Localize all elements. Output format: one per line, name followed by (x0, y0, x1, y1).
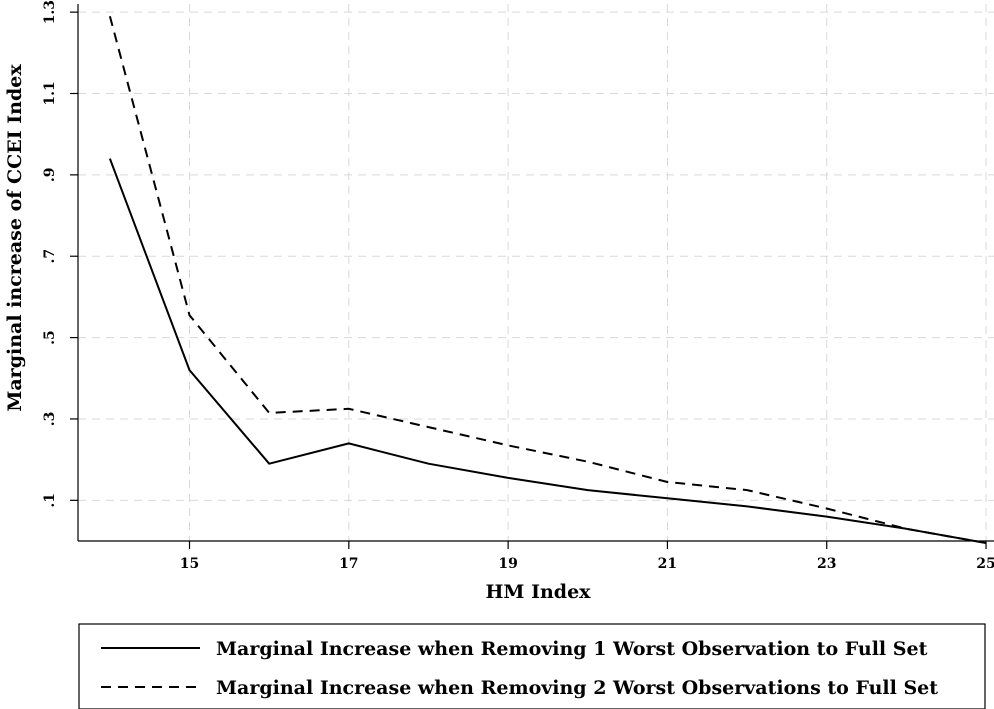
legend-entry-1: Marginal Increase when Removing 1 Worst … (216, 638, 928, 660)
series-line-1 (108, 158, 987, 544)
x-tick-label-3: 21 (658, 556, 677, 572)
grid-layer (78, 4, 994, 541)
legend: Marginal Increase when Removing 1 Worst … (78, 623, 986, 709)
y-axis-title: Marginal increase of CCEI Index (4, 64, 26, 412)
legend-box (78, 623, 986, 709)
x-tick-label-0: 15 (180, 556, 199, 572)
y-tick-label-6: 1.3 (42, 0, 58, 24)
y-tick-label-4: .9 (42, 168, 58, 183)
y-tick-label-5: 1.1 (42, 81, 58, 105)
legend-entry-2: Marginal Increase when Removing 2 Worst … (216, 677, 938, 699)
x-tick-label-4: 23 (817, 556, 836, 572)
y-tick-label-3: .7 (42, 249, 58, 264)
y-tick-label-0: .1 (42, 493, 58, 508)
y-tick-label-1: .3 (42, 412, 58, 427)
ticks-layer: 15 17 19 21 23 25 .1 .3 .5 .7 .9 1.1 1.3 (42, 0, 994, 572)
series-line-2 (108, 15, 987, 544)
x-axis-title: HM Index (485, 581, 591, 603)
x-tick-label-1: 17 (339, 556, 358, 572)
x-tick-label-5: 25 (976, 556, 994, 572)
x-tick-label-2: 19 (498, 556, 517, 572)
y-tick-label-2: .5 (42, 330, 58, 345)
series-layer (108, 15, 987, 544)
